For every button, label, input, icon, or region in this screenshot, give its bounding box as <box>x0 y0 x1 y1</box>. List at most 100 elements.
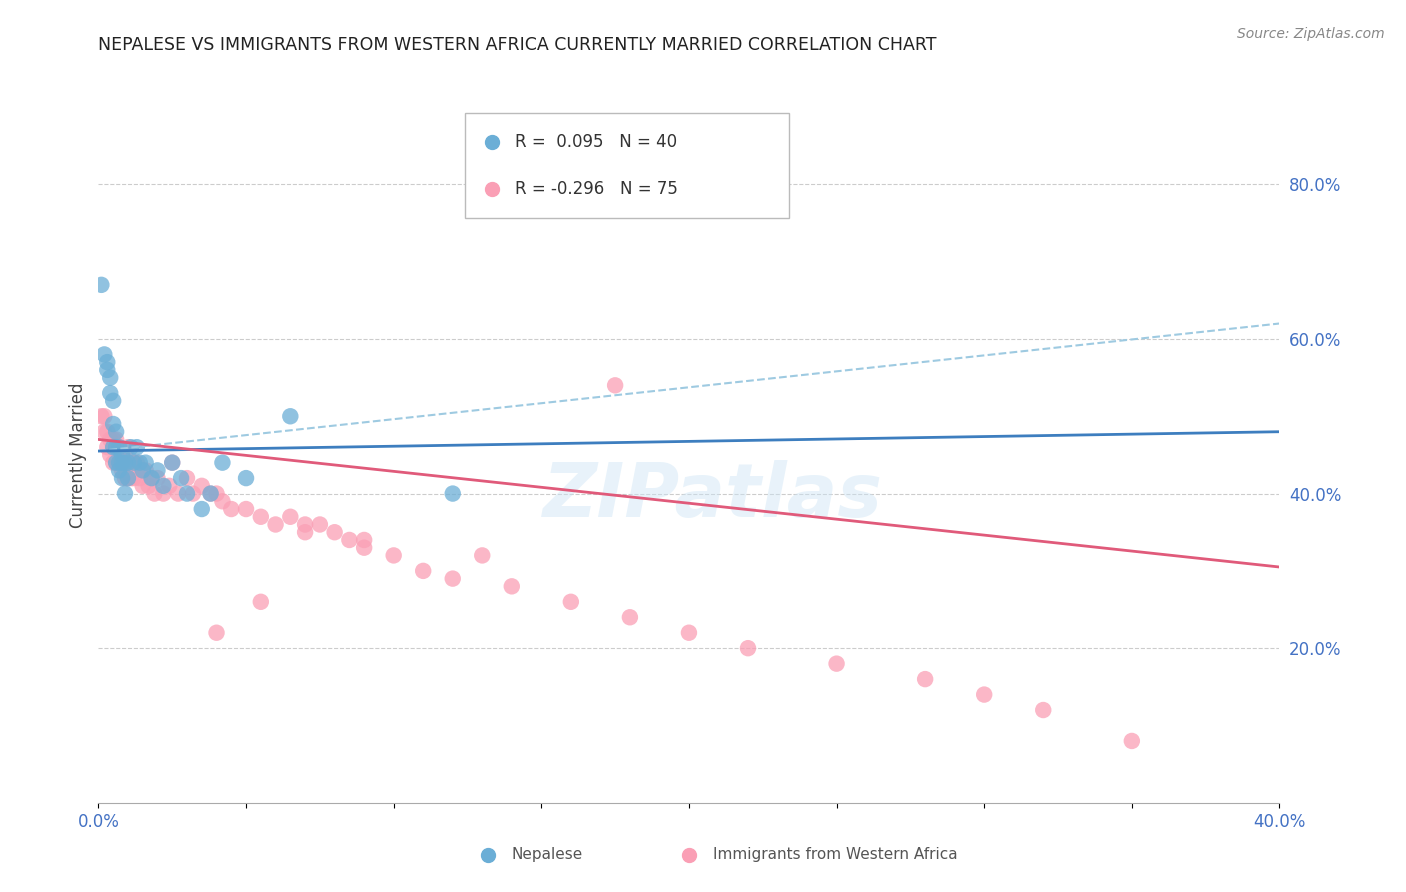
Point <box>211 456 233 470</box>
Point <box>412 564 434 578</box>
Point <box>117 456 139 470</box>
Point <box>170 471 193 485</box>
Point <box>98 433 121 447</box>
Point <box>619 610 641 624</box>
Point <box>382 549 405 563</box>
Point <box>157 479 180 493</box>
Point <box>1070 114 1092 128</box>
Point <box>120 456 142 470</box>
Point <box>111 456 134 470</box>
Point <box>146 463 169 477</box>
Point <box>162 456 183 470</box>
Point <box>339 533 360 547</box>
Point <box>108 440 131 454</box>
Text: NEPALESE VS IMMIGRANTS FROM WESTERN AFRICA CURRENTLY MARRIED CORRELATION CHART: NEPALESE VS IMMIGRANTS FROM WESTERN AFRI… <box>98 36 936 54</box>
Point <box>103 440 125 454</box>
Point <box>103 393 125 408</box>
Point <box>122 471 145 485</box>
Point <box>441 486 464 500</box>
Point <box>111 456 134 470</box>
Point <box>205 625 228 640</box>
Point <box>128 471 150 485</box>
Point <box>103 456 125 470</box>
Point <box>132 463 155 477</box>
Point <box>200 486 222 500</box>
Point <box>105 456 128 470</box>
Point <box>737 641 759 656</box>
Point <box>191 479 214 493</box>
Point <box>250 595 273 609</box>
Point <box>98 386 121 401</box>
Point <box>143 486 166 500</box>
Point <box>135 456 157 470</box>
Point <box>141 471 163 485</box>
Y-axis label: Currently Married: Currently Married <box>69 382 87 528</box>
Point <box>120 440 142 454</box>
Point <box>176 471 198 485</box>
Point <box>250 509 273 524</box>
Point <box>114 486 136 500</box>
Point <box>117 471 139 485</box>
Point <box>125 440 148 454</box>
Point <box>117 440 139 454</box>
Point <box>108 463 131 477</box>
Text: ZIPatlas: ZIPatlas <box>543 460 883 533</box>
Point <box>114 471 136 485</box>
Point <box>114 456 136 470</box>
Point <box>98 448 121 462</box>
Point <box>191 502 214 516</box>
Point <box>117 471 139 485</box>
Point <box>132 479 155 493</box>
Point <box>117 456 139 470</box>
Text: Source: ZipAtlas.com: Source: ZipAtlas.com <box>1237 27 1385 41</box>
Point <box>235 471 257 485</box>
Point <box>471 549 494 563</box>
Point <box>138 479 160 493</box>
Point <box>90 277 112 292</box>
Point <box>353 541 375 555</box>
Point <box>825 657 848 671</box>
Point <box>560 595 582 609</box>
Point <box>678 625 700 640</box>
Point <box>96 355 118 369</box>
Text: Immigrants from Western Africa: Immigrants from Western Africa <box>713 847 957 863</box>
Point <box>181 486 204 500</box>
Point <box>93 409 115 424</box>
Point <box>93 347 115 361</box>
Point <box>152 486 174 500</box>
Point <box>105 456 128 470</box>
Point <box>1121 734 1143 748</box>
Point <box>219 502 242 516</box>
Point <box>122 456 145 470</box>
Point <box>294 525 316 540</box>
Point <box>278 509 302 524</box>
Point <box>176 486 198 500</box>
Point <box>105 433 128 447</box>
Point <box>114 456 136 470</box>
Point <box>120 471 142 485</box>
Point <box>111 448 134 462</box>
Point <box>103 440 125 454</box>
Point <box>278 409 302 424</box>
Point <box>111 471 134 485</box>
Point <box>122 456 145 470</box>
Point <box>914 672 936 686</box>
Point <box>132 463 155 477</box>
Point <box>105 440 128 454</box>
Point <box>1070 62 1092 76</box>
Point <box>111 448 134 462</box>
Point <box>98 370 121 384</box>
Point <box>1032 703 1054 717</box>
Point <box>323 525 346 540</box>
Point <box>501 579 523 593</box>
Point <box>96 425 118 439</box>
Text: R =  0.095   N = 40: R = 0.095 N = 40 <box>516 133 678 151</box>
Point <box>605 378 627 392</box>
Point <box>264 517 287 532</box>
Point <box>441 572 464 586</box>
Point <box>1062 854 1084 868</box>
FancyBboxPatch shape <box>464 112 789 219</box>
Point <box>353 533 375 547</box>
Point <box>162 456 183 470</box>
Point <box>105 425 128 439</box>
